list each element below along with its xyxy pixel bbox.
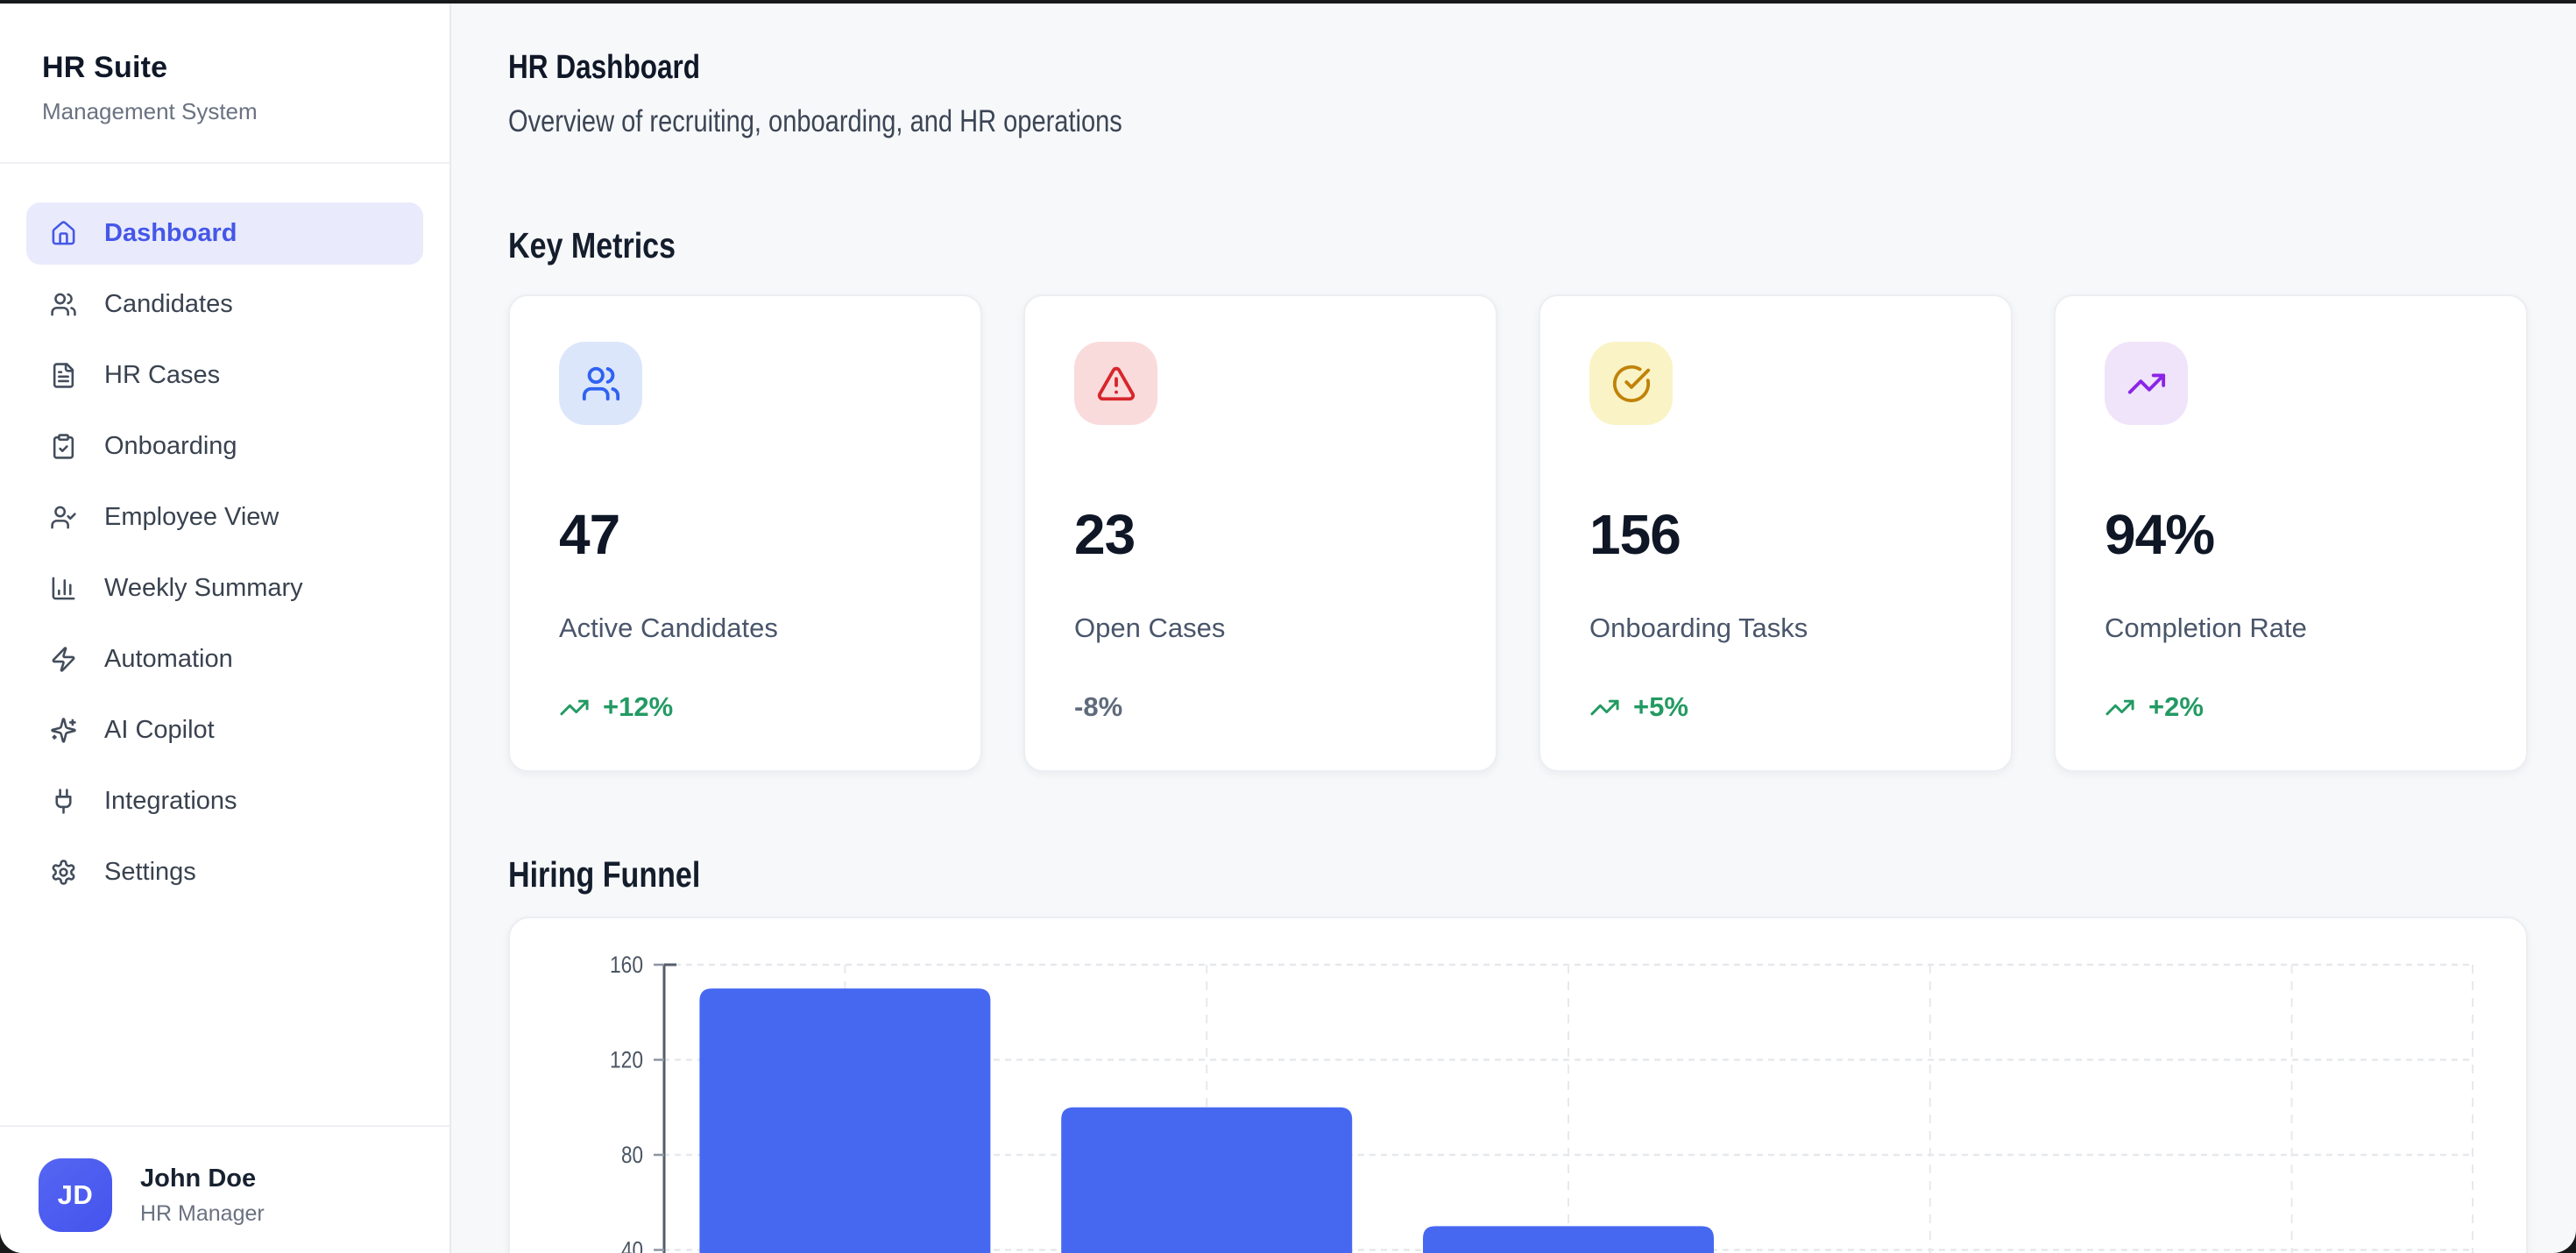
metric-trend: -8% bbox=[1074, 691, 1447, 723]
user-profile[interactable]: JD John Doe HR Manager bbox=[0, 1125, 449, 1253]
y-axis-tick-label: 40 bbox=[621, 1237, 643, 1253]
sidebar-item-onboarding[interactable]: Onboarding bbox=[26, 415, 423, 478]
home-icon bbox=[50, 220, 77, 247]
trending-up-icon bbox=[2105, 342, 2188, 425]
metric-trend: +5% bbox=[1589, 691, 1962, 723]
sidebar-item-dashboard[interactable]: Dashboard bbox=[26, 202, 423, 265]
section-title-key-metrics: Key Metrics bbox=[508, 225, 676, 265]
metric-trend-value: +5% bbox=[1633, 691, 1688, 722]
metric-label: Onboarding Tasks bbox=[1589, 612, 1808, 643]
sidebar: HR Suite Management System Dashboard Cand… bbox=[0, 4, 451, 1253]
users-icon bbox=[50, 291, 77, 318]
sidebar-item-candidates[interactable]: Candidates bbox=[26, 273, 423, 336]
circle-check-icon bbox=[1589, 342, 1673, 425]
sidebar-item-integrations[interactable]: Integrations bbox=[26, 770, 423, 832]
trending-up-icon bbox=[2105, 692, 2135, 723]
section-title-hiring-funnel: Hiring Funnel bbox=[508, 854, 701, 895]
metric-label: Open Cases bbox=[1074, 612, 1226, 643]
main-content: HR Dashboard Overview of recruiting, onb… bbox=[451, 4, 2576, 1253]
user-name: John Doe bbox=[140, 1164, 257, 1193]
sidebar-item-weekly-summary[interactable]: Weekly Summary bbox=[26, 557, 423, 619]
metric-trend: +2% bbox=[2105, 691, 2477, 723]
plug-icon bbox=[50, 788, 77, 815]
users-icon bbox=[559, 342, 642, 425]
metric-card-open-cases: 23 Open Cases -8% bbox=[1023, 294, 1497, 772]
sidebar-nav: Dashboard Candidates HR Cases Onboarding Emp… bbox=[0, 164, 449, 1125]
y-axis-tick-label: 160 bbox=[610, 952, 643, 978]
metric-card-active-candidates: 47 Active Candidates +12% bbox=[508, 294, 982, 772]
sidebar-item-hr-cases[interactable]: HR Cases bbox=[26, 344, 423, 407]
user-meta: John Doe HR Manager bbox=[140, 1165, 265, 1227]
metric-label: Completion Rate bbox=[2105, 612, 2307, 643]
funnel-bar-1 bbox=[1061, 1107, 1353, 1253]
metric-card-completion-rate: 94% Completion Rate +2% bbox=[2054, 294, 2528, 772]
gear-icon bbox=[50, 859, 77, 886]
app-subtitle: Management System bbox=[42, 98, 258, 124]
sidebar-item-settings[interactable]: Settings bbox=[26, 841, 423, 903]
app-title: HR Suite bbox=[42, 51, 168, 84]
avatar: JD bbox=[39, 1158, 112, 1232]
alert-triangle-icon bbox=[1074, 342, 1157, 425]
app-window: HR Suite Management System Dashboard Cand… bbox=[0, 4, 2576, 1253]
user-check-icon bbox=[50, 504, 77, 531]
sidebar-item-label: AI Copilot bbox=[104, 716, 215, 744]
trending-up-icon bbox=[1589, 692, 1620, 723]
metric-cards: 47 Active Candidates +12% 23 Open Cases -8% 15… bbox=[508, 294, 2528, 772]
metric-trend-value: -8% bbox=[1074, 691, 1123, 722]
sidebar-item-label: Candidates bbox=[104, 290, 233, 318]
sidebar-item-employee-view[interactable]: Employee View bbox=[26, 486, 423, 549]
chart-column-icon bbox=[50, 575, 77, 602]
sidebar-item-label: HR Cases bbox=[104, 361, 221, 389]
funnel-bar-2 bbox=[1423, 1226, 1714, 1253]
metric-value: 156 bbox=[1589, 503, 1681, 566]
sidebar-header: HR Suite Management System bbox=[0, 4, 449, 164]
hiring-funnel-chart-card: 40 80 120 160 bbox=[508, 917, 2528, 1253]
trending-up-icon bbox=[559, 692, 590, 723]
metric-card-onboarding-tasks: 156 Onboarding Tasks +5% bbox=[1539, 294, 2013, 772]
file-text-icon bbox=[50, 362, 77, 389]
sidebar-item-automation[interactable]: Automation bbox=[26, 628, 423, 690]
sidebar-item-label: Weekly Summary bbox=[104, 574, 303, 602]
clipboard-check-icon bbox=[50, 433, 77, 460]
zap-icon bbox=[50, 646, 77, 673]
metric-trend-value: +2% bbox=[2148, 691, 2204, 722]
funnel-bar-0 bbox=[699, 988, 991, 1253]
sidebar-item-label: Employee View bbox=[104, 503, 280, 531]
page-title: HR Dashboard bbox=[508, 49, 701, 86]
metric-value: 23 bbox=[1074, 503, 1136, 566]
metric-trend-value: +12% bbox=[603, 691, 674, 722]
sidebar-item-label: Onboarding bbox=[104, 432, 237, 460]
sparkles-icon bbox=[50, 717, 77, 744]
sidebar-item-label: Automation bbox=[104, 645, 233, 673]
sidebar-item-label: Integrations bbox=[104, 787, 237, 815]
y-axis-tick-label: 80 bbox=[621, 1142, 643, 1168]
page-subtitle: Overview of recruiting, onboarding, and … bbox=[508, 104, 1122, 138]
metric-trend: +12% bbox=[559, 691, 931, 723]
sidebar-item-label: Settings bbox=[104, 858, 196, 886]
y-axis-tick-label: 120 bbox=[610, 1047, 643, 1073]
sidebar-item-ai-copilot[interactable]: AI Copilot bbox=[26, 699, 423, 761]
hiring-funnel-bar-chart: 40 80 120 160 bbox=[610, 952, 2474, 1253]
sidebar-item-label: Dashboard bbox=[104, 219, 237, 247]
metric-label: Active Candidates bbox=[559, 612, 778, 643]
metric-value: 94% bbox=[2105, 503, 2215, 566]
user-role: HR Manager bbox=[140, 1200, 265, 1226]
metric-value: 47 bbox=[559, 503, 620, 566]
